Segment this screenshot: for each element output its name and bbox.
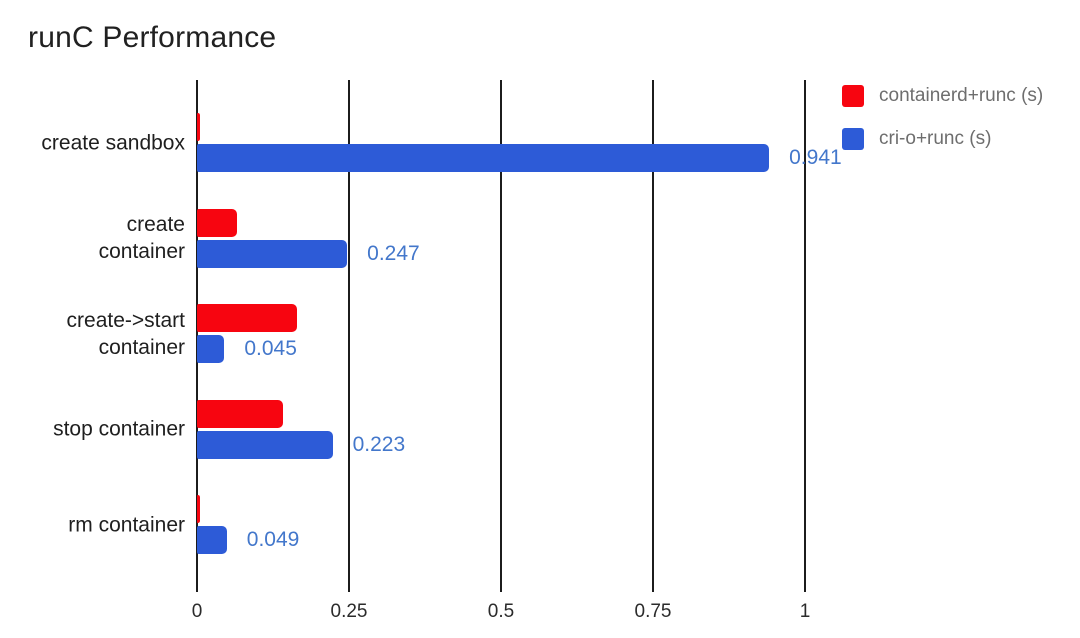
- grid-line: [652, 80, 654, 592]
- legend-swatch-red-icon: [842, 85, 864, 107]
- category-label-line: create sandbox: [41, 131, 185, 154]
- bar-cri-o-runc: [197, 335, 225, 363]
- bar-cri-o-runc: [197, 144, 770, 172]
- category-label-line: stop container: [53, 417, 185, 441]
- bar-containerd-runc: [197, 495, 201, 523]
- category-label-line: create: [126, 213, 185, 236]
- legend-swatch-blue-icon: [842, 128, 864, 150]
- bar-value-label: 0.049: [246, 528, 300, 551]
- bar-containerd-runc: [197, 208, 238, 237]
- legend: containerd+runc (s) cri-o+runc (s): [842, 85, 1043, 150]
- plot-area: 0.941 0.247 0.045 0.223 0.049: [196, 80, 842, 592]
- category-label: create sandbox: [0, 129, 185, 156]
- category-label: create->start container: [0, 307, 185, 361]
- x-axis-tick-label: 0.5: [487, 601, 515, 622]
- bar-containerd-runc: [197, 399, 283, 428]
- grid-line: [348, 80, 350, 592]
- x-axis-tick-label: 0.25: [330, 601, 368, 622]
- category-label: rm container: [0, 511, 185, 538]
- grid-line: [500, 80, 502, 592]
- category-label-line: container: [98, 335, 185, 359]
- grid-line: [804, 80, 806, 592]
- bar-containerd-runc: [197, 113, 200, 141]
- legend-item-containerd-runc: containerd+runc (s): [842, 85, 1043, 107]
- legend-item-cri-o-runc: cri-o+runc (s): [842, 128, 1043, 150]
- bar-value-label: 0.223: [352, 432, 406, 456]
- chart-title: runC Performance: [28, 21, 277, 54]
- x-axis-tick-label: 0: [191, 601, 203, 622]
- category-label-line: create->start: [66, 308, 185, 332]
- bar-value-label: 0.247: [367, 241, 420, 265]
- legend-label-containerd-runc: containerd+runc (s): [879, 85, 1044, 106]
- category-label-line: rm container: [68, 513, 185, 536]
- category-label: create container: [0, 211, 185, 265]
- legend-label-cri-o-runc: cri-o+runc (s): [879, 128, 992, 149]
- bar-cri-o-runc: [197, 239, 348, 268]
- bar-containerd-runc: [197, 304, 298, 332]
- bar-cri-o-runc: [197, 526, 227, 554]
- category-label: stop container: [0, 416, 185, 443]
- x-axis-tick-label: 1: [799, 601, 811, 622]
- bar-cri-o-runc: [197, 430, 333, 459]
- bar-value-label: 0.045: [244, 337, 297, 360]
- category-label-line: container: [98, 240, 185, 263]
- x-axis-tick-label: 0.75: [634, 601, 672, 622]
- bar-value-label: 0.941: [789, 146, 842, 169]
